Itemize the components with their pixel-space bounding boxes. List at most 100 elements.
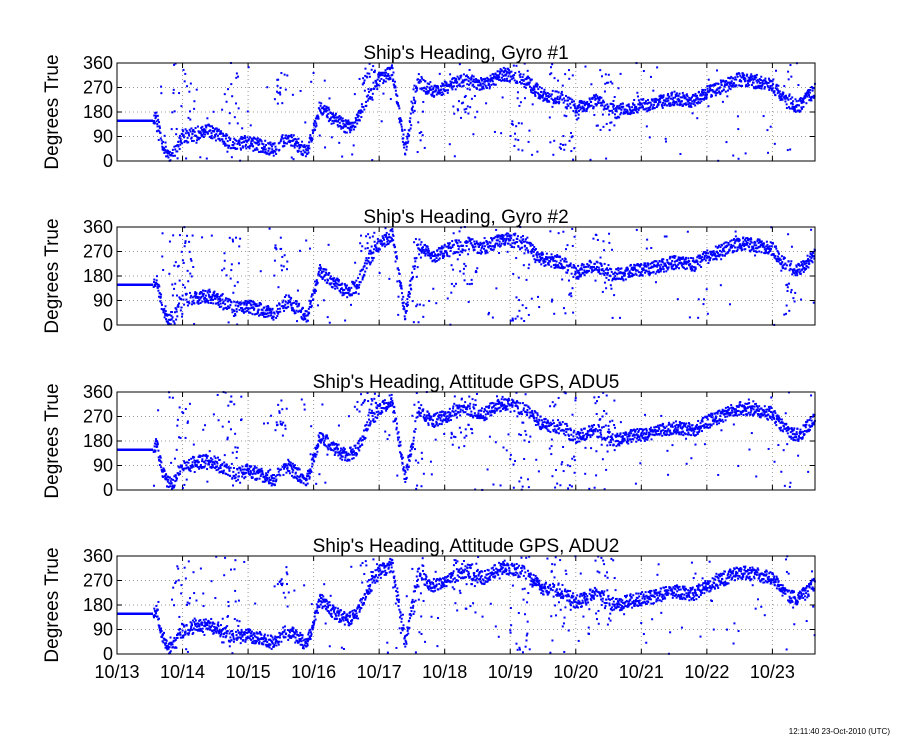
data-point bbox=[269, 309, 272, 312]
data-point bbox=[767, 81, 770, 84]
data-point bbox=[475, 78, 478, 81]
data-point bbox=[227, 300, 230, 303]
data-point bbox=[760, 87, 763, 90]
data-point bbox=[383, 71, 386, 74]
data-point bbox=[606, 81, 609, 84]
data-point bbox=[517, 148, 520, 151]
data-point bbox=[733, 238, 736, 241]
data-point bbox=[494, 242, 497, 245]
data-point bbox=[464, 265, 467, 268]
data-point bbox=[725, 241, 728, 244]
data-point bbox=[558, 266, 561, 269]
data-point bbox=[289, 301, 292, 304]
data-point bbox=[231, 95, 234, 98]
data-point bbox=[388, 78, 391, 81]
data-point bbox=[479, 83, 482, 86]
data-point bbox=[428, 299, 431, 302]
data-point bbox=[342, 120, 345, 123]
data-point bbox=[763, 87, 766, 90]
data-point bbox=[674, 263, 677, 266]
data-point bbox=[361, 83, 364, 86]
data-point bbox=[414, 90, 417, 93]
data-point bbox=[179, 143, 182, 146]
data-point bbox=[348, 289, 351, 292]
data-point bbox=[511, 123, 514, 126]
data-point bbox=[760, 75, 763, 78]
data-point bbox=[202, 294, 205, 297]
data-point bbox=[170, 314, 173, 317]
data-point bbox=[260, 150, 263, 153]
data-point bbox=[647, 272, 650, 275]
data-point bbox=[400, 123, 403, 126]
data-point bbox=[488, 311, 491, 314]
data-point bbox=[475, 87, 478, 90]
data-point bbox=[589, 104, 592, 107]
data-point bbox=[633, 98, 636, 101]
data-point bbox=[207, 460, 210, 463]
data-point bbox=[657, 101, 660, 104]
data-point bbox=[415, 89, 418, 92]
data-point bbox=[287, 299, 290, 302]
data-point bbox=[805, 267, 808, 270]
data-point bbox=[652, 103, 655, 106]
data-point bbox=[442, 93, 445, 96]
data-point bbox=[307, 147, 310, 150]
data-point bbox=[506, 232, 509, 235]
data-point bbox=[539, 259, 542, 262]
data-point bbox=[567, 279, 570, 282]
data-point bbox=[667, 99, 670, 102]
data-point bbox=[275, 316, 278, 319]
data-point bbox=[799, 98, 802, 101]
data-point bbox=[315, 122, 318, 125]
data-point bbox=[353, 93, 356, 96]
data-point bbox=[572, 100, 575, 103]
data-point bbox=[235, 301, 238, 304]
data-point bbox=[575, 267, 578, 270]
data-point bbox=[677, 267, 680, 270]
data-point bbox=[194, 127, 197, 130]
data-point bbox=[777, 251, 780, 254]
data-point bbox=[498, 78, 501, 81]
data-point bbox=[236, 122, 239, 125]
data-point bbox=[796, 268, 799, 271]
data-point bbox=[183, 140, 186, 143]
data-point bbox=[388, 66, 391, 69]
data-point bbox=[432, 251, 435, 254]
y-tick-label: 0 bbox=[103, 315, 113, 335]
data-point bbox=[686, 95, 689, 98]
data-point bbox=[205, 157, 208, 160]
data-point bbox=[515, 257, 518, 260]
data-point bbox=[647, 108, 650, 111]
data-point bbox=[445, 245, 448, 248]
data-point bbox=[603, 274, 606, 277]
data-point bbox=[457, 84, 460, 87]
data-point bbox=[386, 67, 389, 70]
data-point bbox=[176, 294, 179, 297]
data-point bbox=[531, 91, 534, 94]
data-point bbox=[541, 251, 544, 254]
data-point bbox=[763, 82, 766, 85]
data-point bbox=[434, 260, 437, 263]
data-point bbox=[365, 95, 368, 98]
data-point bbox=[200, 135, 203, 138]
data-point bbox=[550, 265, 553, 268]
data-point bbox=[265, 305, 268, 308]
data-point bbox=[237, 75, 240, 78]
data-point bbox=[314, 120, 317, 123]
data-point bbox=[567, 104, 570, 107]
data-point bbox=[182, 130, 185, 133]
data-point bbox=[802, 267, 805, 270]
data-point bbox=[796, 104, 799, 107]
data-point bbox=[326, 116, 329, 119]
data-point bbox=[266, 312, 269, 315]
data-point bbox=[635, 107, 638, 110]
data-point bbox=[743, 78, 746, 81]
data-point bbox=[240, 395, 243, 398]
data-point bbox=[461, 85, 464, 88]
data-point bbox=[243, 135, 246, 138]
data-point bbox=[500, 235, 503, 238]
data-point bbox=[690, 105, 693, 108]
data-point bbox=[305, 148, 308, 151]
data-point bbox=[789, 267, 792, 270]
data-point bbox=[275, 148, 278, 151]
